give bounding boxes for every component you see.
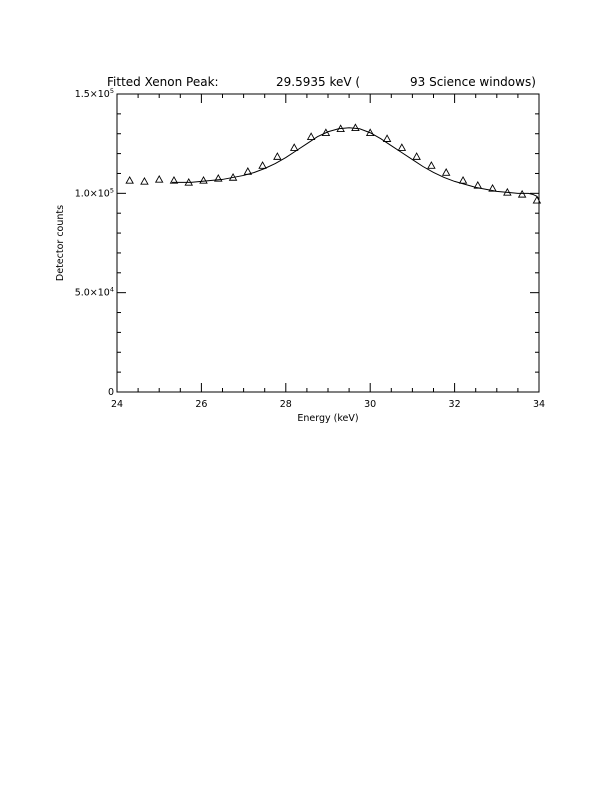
y-tick-labels: 0 5.0×104 1.0×105 1.5×105 xyxy=(75,87,114,398)
data-point xyxy=(273,152,282,160)
data-point xyxy=(258,161,267,169)
data-point xyxy=(199,175,208,184)
data-point xyxy=(397,143,407,151)
chart-title-suffix: 93 Science windows) xyxy=(410,75,536,89)
data-point xyxy=(351,123,360,132)
y-axis-label: Detector counts xyxy=(55,205,66,281)
data-point xyxy=(169,175,179,184)
data-point xyxy=(321,128,331,136)
data-point xyxy=(289,143,299,151)
chart-title-value: 29.5935 keV ( xyxy=(276,75,360,89)
y-tick-label: 0 xyxy=(108,387,114,398)
data-point xyxy=(140,176,149,185)
x-tick-label: 32 xyxy=(449,399,461,410)
data-point xyxy=(458,175,468,184)
y-tick-label: 5.0×104 xyxy=(75,286,114,299)
data-point xyxy=(503,187,512,196)
data-point xyxy=(184,177,194,186)
y-tick-label: 1.5×105 xyxy=(75,87,114,100)
x-tick-label: 24 xyxy=(111,399,123,410)
data-point xyxy=(336,124,345,133)
data-point xyxy=(306,132,316,140)
x-tick-label: 26 xyxy=(195,399,207,410)
data-point xyxy=(427,161,436,169)
y-tick-label: 1.0×105 xyxy=(75,186,114,199)
data-point xyxy=(532,195,542,204)
data-point xyxy=(243,167,253,175)
data-point xyxy=(488,183,497,192)
x-tick-label: 28 xyxy=(280,399,292,410)
data-points xyxy=(125,123,542,204)
data-point xyxy=(154,175,164,183)
plot-frame xyxy=(116,93,540,393)
data-point xyxy=(412,152,421,160)
x-axis-ticks xyxy=(116,94,540,392)
y-axis-ticks xyxy=(117,93,539,393)
data-point xyxy=(517,189,527,198)
x-tick-label: 34 xyxy=(533,399,545,410)
x-tick-labels: 24 26 28 30 32 34 xyxy=(111,399,545,410)
x-axis-label: Energy (keV) xyxy=(297,413,358,424)
data-point xyxy=(125,175,134,184)
data-point xyxy=(473,180,483,189)
chart-title-prefix: Fitted Xenon Peak: xyxy=(107,75,219,89)
data-point xyxy=(382,134,392,142)
data-point xyxy=(228,173,238,181)
x-tick-label: 30 xyxy=(364,399,376,410)
data-point xyxy=(441,168,451,176)
data-point xyxy=(214,174,223,182)
data-point xyxy=(365,128,375,136)
fit-curve xyxy=(171,127,540,200)
